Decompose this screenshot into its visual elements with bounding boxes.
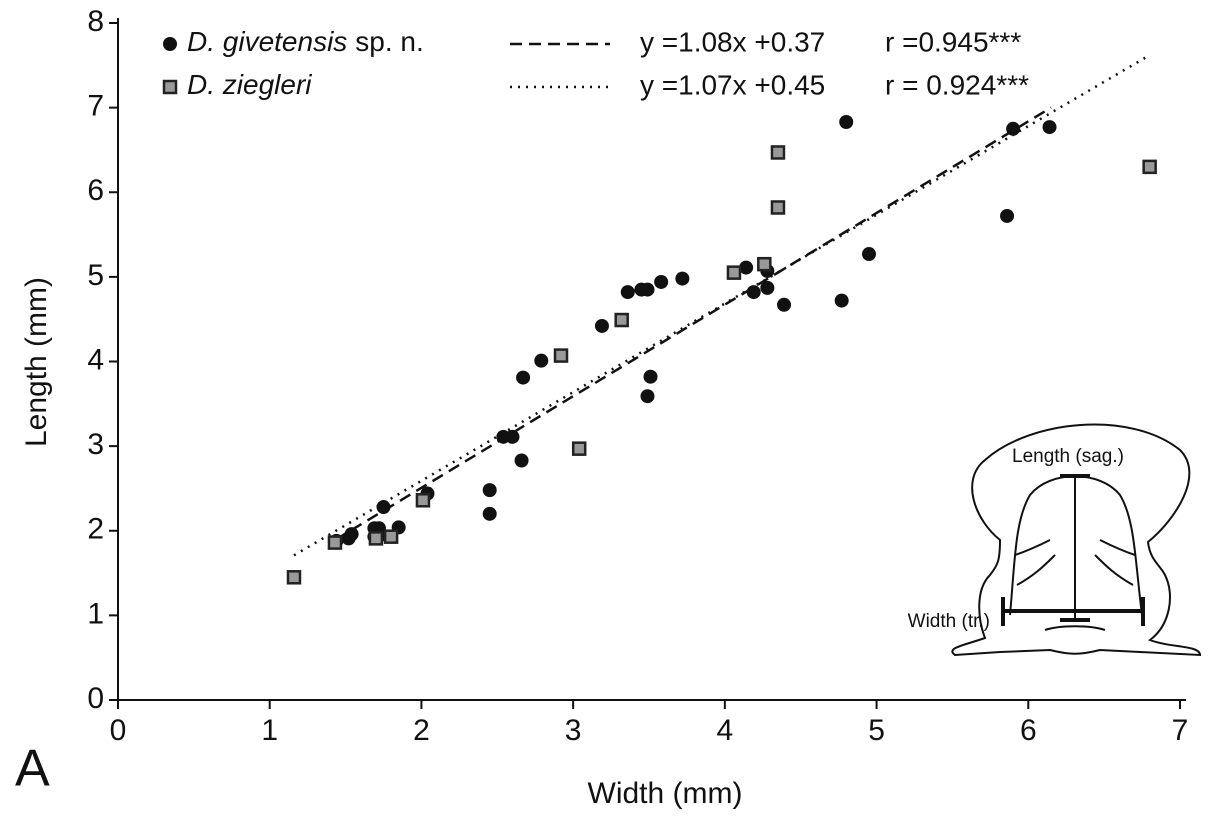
glabellar-furrow xyxy=(1014,539,1136,631)
data-point xyxy=(594,318,609,333)
y-axis-label: Length (mm) xyxy=(20,277,53,447)
data-point xyxy=(620,285,635,300)
data-point xyxy=(726,265,742,280)
legend-name-suffix: sp. n. xyxy=(355,26,423,57)
data-point xyxy=(861,247,876,262)
legend-label: D. givetensis sp. n. xyxy=(187,26,424,57)
x-tick-label: 7 xyxy=(1172,714,1189,747)
x-tick-label: 6 xyxy=(1020,714,1037,747)
x-tick-label: 4 xyxy=(717,714,734,747)
data-point xyxy=(654,274,669,289)
data-point xyxy=(286,570,302,585)
data-point xyxy=(839,115,854,130)
data-point xyxy=(482,506,497,521)
data-point xyxy=(505,429,520,444)
y-tick-label: 7 xyxy=(87,90,104,123)
cephalon-outline xyxy=(951,423,1202,657)
legend-marker xyxy=(162,79,178,95)
trend-line xyxy=(293,54,1151,557)
data-point xyxy=(640,282,655,297)
y-tick-label: 5 xyxy=(87,259,104,292)
data-point xyxy=(534,353,549,368)
trend-line xyxy=(334,106,1052,542)
data-point xyxy=(739,260,754,275)
data-point xyxy=(777,297,792,312)
data-point xyxy=(643,369,658,384)
x-tick-label: 3 xyxy=(565,714,582,747)
data-point xyxy=(571,441,587,456)
data-point xyxy=(344,527,359,542)
y-tick-label: 0 xyxy=(87,682,104,715)
panel-label: A xyxy=(15,740,50,798)
data-point xyxy=(770,200,786,215)
x-tick-label: 1 xyxy=(261,714,278,747)
data-point xyxy=(760,280,775,295)
y-tick-label: 4 xyxy=(87,343,104,376)
y-tick-label: 2 xyxy=(87,513,104,546)
inset-width-label: Width (tr.) xyxy=(908,611,990,632)
y-tick-label: 3 xyxy=(87,428,104,461)
y-tick-label: 6 xyxy=(87,174,104,207)
data-point xyxy=(746,285,761,300)
data-point xyxy=(770,145,786,160)
data-point xyxy=(383,529,399,544)
legend-name: D. givetensis xyxy=(187,26,347,57)
legend-equation: y =1.07x +0.45 xyxy=(640,69,825,100)
y-tick-label: 1 xyxy=(87,597,104,630)
x-axis-label: Width (mm) xyxy=(588,777,743,810)
data-point xyxy=(376,500,391,515)
data-point xyxy=(1006,121,1021,136)
data-point xyxy=(1042,120,1057,135)
legend-marker xyxy=(163,37,177,51)
data-point xyxy=(675,271,690,286)
inset-diagram: Length (sag.) Width (tr.) xyxy=(908,423,1202,657)
data-point xyxy=(640,389,655,404)
data-point xyxy=(757,256,772,272)
data-point xyxy=(614,312,629,328)
inset-length-label: Length (sag.) xyxy=(1012,446,1124,467)
data-point xyxy=(327,535,343,550)
data-point xyxy=(1000,208,1015,223)
legend-r: r = 0.924*** xyxy=(885,69,1029,100)
legend-label: D. ziegleri xyxy=(187,69,312,100)
data-point xyxy=(482,483,497,498)
data-point xyxy=(553,348,569,363)
legend-equation: y =1.08x +0.37 xyxy=(640,26,825,57)
data-point xyxy=(1142,159,1157,175)
data-point xyxy=(415,493,431,508)
legend-name: D. ziegleri xyxy=(187,69,312,100)
legend-r: r =0.945*** xyxy=(885,26,1021,57)
x-tick-label: 0 xyxy=(110,714,127,747)
x-tick-label: 5 xyxy=(868,714,885,747)
data-point xyxy=(834,293,849,308)
data-point xyxy=(368,531,384,546)
x-tick-label: 2 xyxy=(413,714,430,747)
data-point xyxy=(514,453,529,468)
y-tick-label: 8 xyxy=(87,5,104,38)
data-point xyxy=(516,370,531,385)
